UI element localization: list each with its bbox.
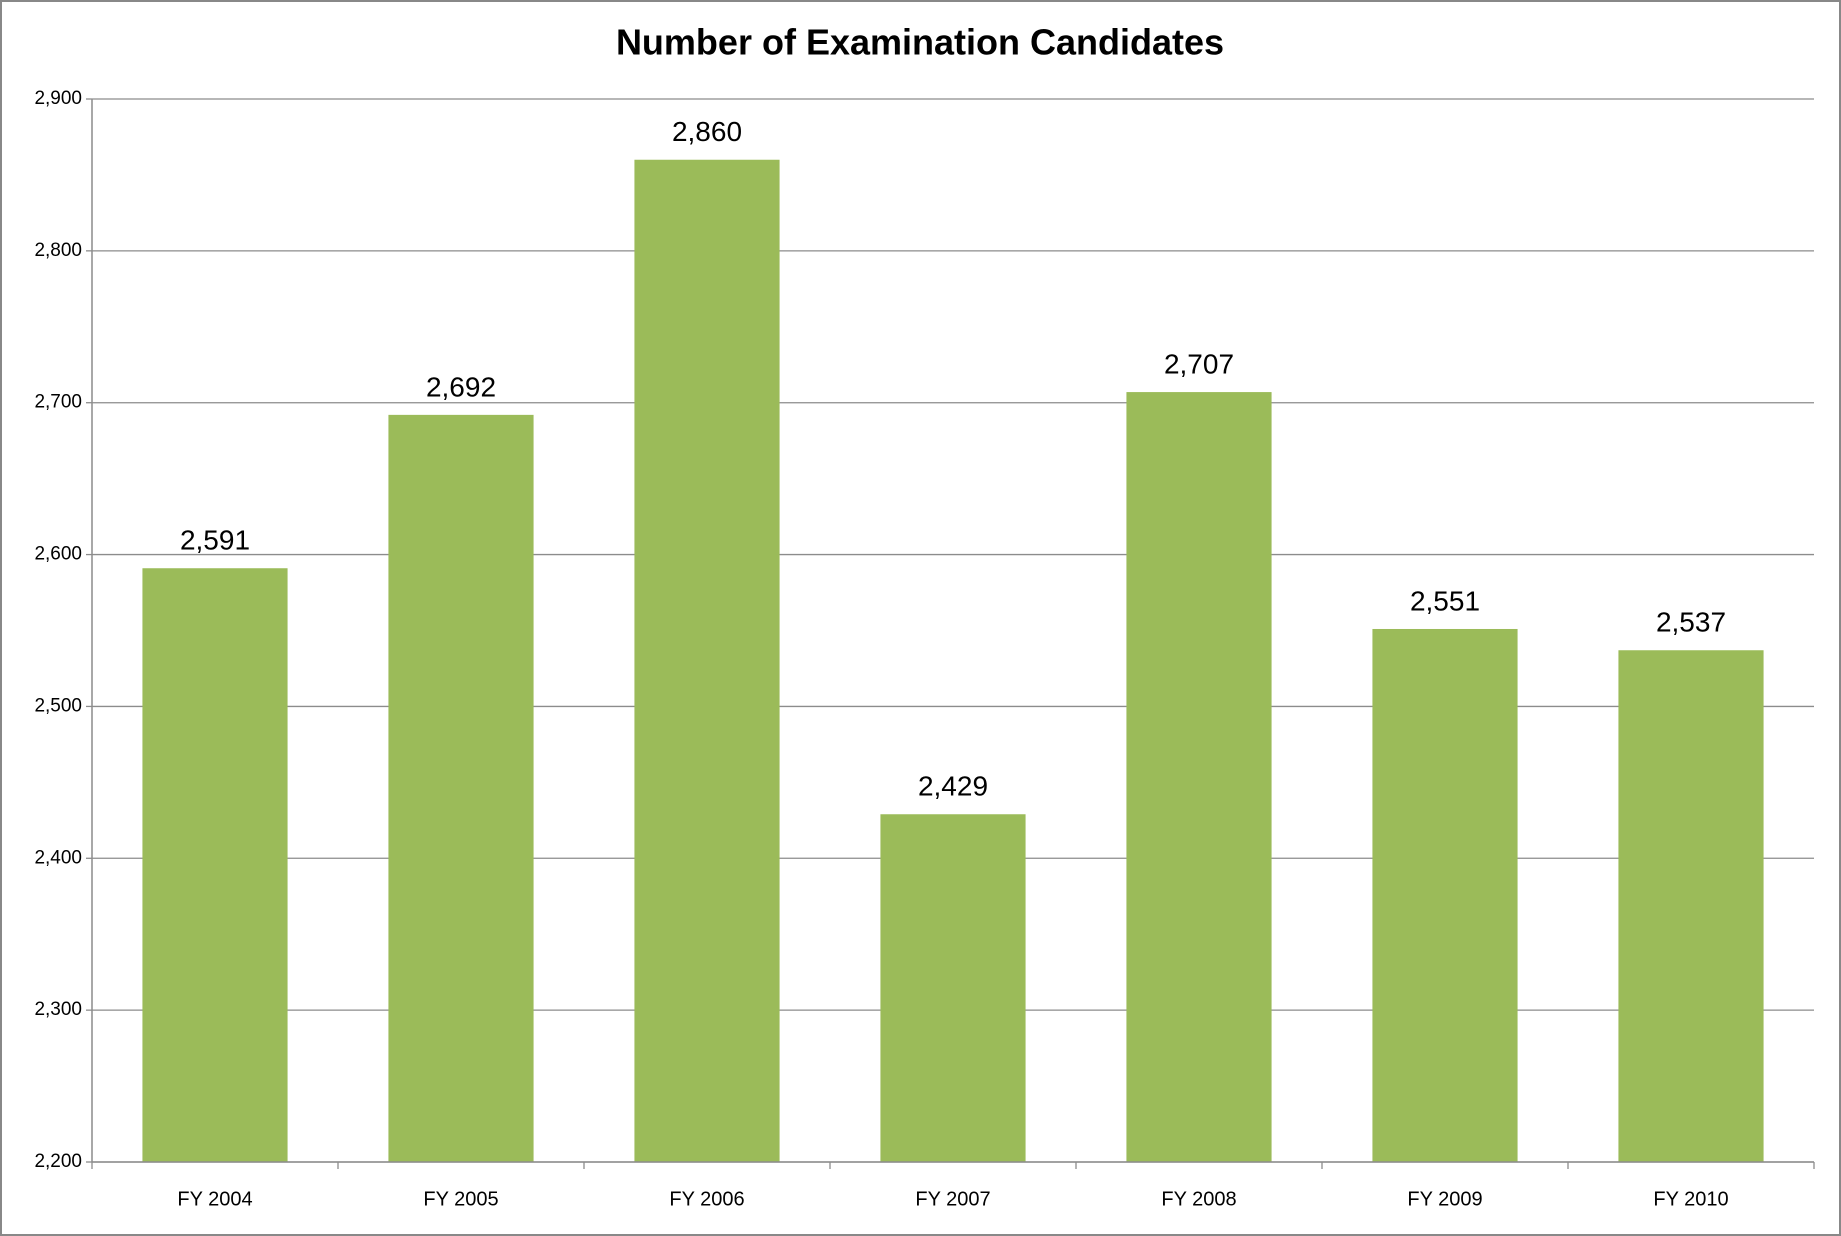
data-label: 2,707 [1164,348,1234,379]
data-label: 2,429 [918,771,988,802]
x-tick-label: FY 2008 [1161,1188,1236,1210]
x-tick-label: FY 2005 [423,1188,498,1210]
data-label: 2,551 [1410,585,1480,616]
y-tick-label: 2,700 [34,392,82,413]
bar [634,159,780,1162]
y-tick-label: 2,500 [34,695,82,716]
data-label: 2,860 [672,116,742,147]
y-tick-label: 2,300 [34,999,82,1020]
bar [1618,650,1764,1162]
chart-title: Number of Examination Candidates [616,22,1224,63]
bar [1372,628,1518,1162]
x-tick-label: FY 2009 [1407,1188,1482,1210]
data-label: 2,692 [426,371,496,402]
bar [142,568,288,1162]
data-label: 2,537 [1656,607,1726,638]
y-tick-label: 2,800 [34,240,82,261]
data-label: 2,591 [180,525,250,556]
bar [880,814,1026,1162]
x-tick-label: FY 2004 [177,1188,252,1210]
x-tick-label: FY 2006 [669,1188,744,1210]
bar [388,414,534,1162]
x-tick-label: FY 2007 [915,1188,990,1210]
y-tick-label: 2,200 [34,1151,82,1172]
y-tick-label: 2,600 [34,544,82,565]
bar [1126,392,1272,1162]
y-tick-label: 2,400 [34,847,82,868]
x-tick-label: FY 2010 [1653,1188,1728,1210]
y-tick-label: 2,900 [34,88,82,109]
